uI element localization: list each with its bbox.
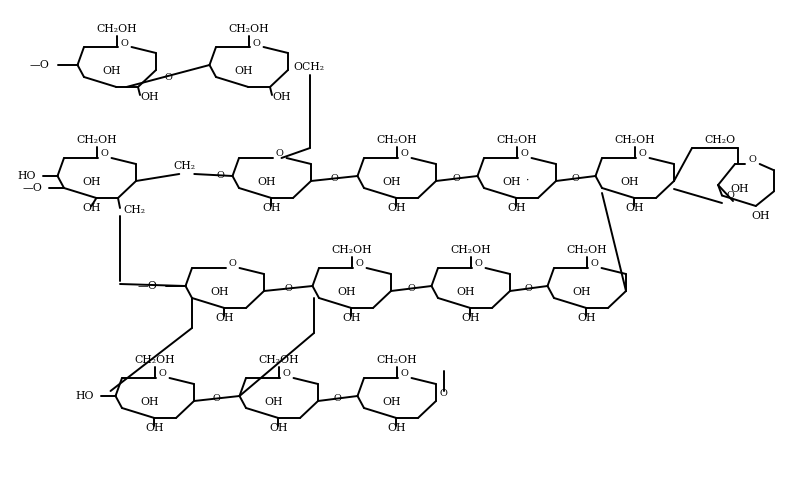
Text: O: O: [525, 284, 533, 293]
Text: CH₂OH: CH₂OH: [567, 245, 607, 255]
Text: O: O: [591, 259, 599, 268]
Text: OH: OH: [507, 203, 525, 213]
Text: CH₂OH: CH₂OH: [377, 355, 417, 365]
Text: —O: —O: [22, 183, 42, 193]
Text: OH: OH: [503, 177, 521, 187]
Text: OH: OH: [140, 92, 159, 102]
Text: CH₂OH: CH₂OH: [496, 135, 537, 145]
Text: O: O: [407, 284, 415, 293]
Text: OH: OH: [338, 287, 356, 297]
Text: OH: OH: [272, 92, 290, 102]
Text: O: O: [439, 388, 447, 397]
Text: O: O: [572, 174, 580, 183]
Text: OH: OH: [83, 177, 101, 187]
Text: O: O: [101, 149, 109, 159]
Text: O: O: [164, 72, 172, 81]
Text: OH: OH: [235, 66, 253, 76]
Text: O: O: [356, 259, 364, 268]
Text: CH₂OH: CH₂OH: [97, 24, 137, 34]
Text: OH: OH: [751, 211, 770, 221]
Text: HO: HO: [17, 171, 35, 181]
Text: OH: OH: [269, 423, 288, 433]
Text: OH: OH: [82, 203, 100, 213]
Text: OH: OH: [457, 287, 476, 297]
Text: OH: OH: [731, 184, 749, 194]
Text: O: O: [121, 39, 129, 48]
Text: O: O: [453, 174, 460, 183]
Text: OH: OH: [577, 313, 596, 323]
Text: O: O: [253, 39, 261, 48]
Text: OH: OH: [257, 177, 276, 187]
Text: OH: OH: [621, 177, 639, 187]
Text: CH₂OH: CH₂OH: [332, 245, 372, 255]
Text: OH: OH: [145, 423, 164, 433]
Text: CH₂OH: CH₂OH: [451, 245, 492, 255]
Text: CH₂OH: CH₂OH: [377, 135, 417, 145]
Text: O: O: [334, 394, 342, 403]
Text: OH: OH: [625, 203, 644, 213]
Text: OCH₂: OCH₂: [293, 62, 324, 72]
Text: O: O: [276, 149, 284, 159]
Text: OH: OH: [140, 397, 160, 407]
Text: OH: OH: [103, 66, 121, 76]
Text: CH₂OH: CH₂OH: [77, 135, 117, 145]
Text: O: O: [401, 149, 409, 159]
Text: CH₂OH: CH₂OH: [135, 355, 176, 365]
Text: O: O: [748, 156, 756, 165]
Text: CH₂: CH₂: [173, 161, 196, 171]
Text: OH: OH: [383, 177, 401, 187]
Text: O: O: [475, 259, 483, 268]
Text: CH₂OH: CH₂OH: [229, 24, 269, 34]
Text: O: O: [330, 174, 338, 183]
Text: OH: OH: [262, 203, 281, 213]
Text: O: O: [283, 370, 291, 378]
Text: O: O: [229, 259, 237, 268]
Text: —O: —O: [138, 281, 157, 291]
Text: O: O: [401, 370, 409, 378]
Text: OH: OH: [387, 203, 406, 213]
Text: HO: HO: [75, 391, 94, 401]
Text: O: O: [159, 370, 167, 378]
Text: O: O: [521, 149, 529, 159]
Text: OH: OH: [211, 287, 229, 297]
Text: CH₂O: CH₂O: [704, 135, 735, 145]
Text: OH: OH: [265, 397, 283, 407]
Text: O: O: [217, 172, 225, 181]
Text: CH₂: CH₂: [123, 205, 145, 215]
Text: O: O: [213, 394, 221, 403]
Text: O: O: [639, 149, 646, 159]
Text: OH: OH: [342, 313, 361, 323]
Text: OH: OH: [461, 313, 480, 323]
Text: O: O: [726, 190, 734, 199]
Text: CH₂OH: CH₂OH: [614, 135, 655, 145]
Text: CH₂OH: CH₂OH: [259, 355, 299, 365]
Text: —O: —O: [30, 60, 50, 70]
Text: OH: OH: [383, 397, 401, 407]
Text: OH: OH: [573, 287, 591, 297]
Text: ·: ·: [526, 176, 529, 186]
Text: O: O: [285, 284, 292, 293]
Text: OH: OH: [387, 423, 406, 433]
Text: OH: OH: [215, 313, 233, 323]
